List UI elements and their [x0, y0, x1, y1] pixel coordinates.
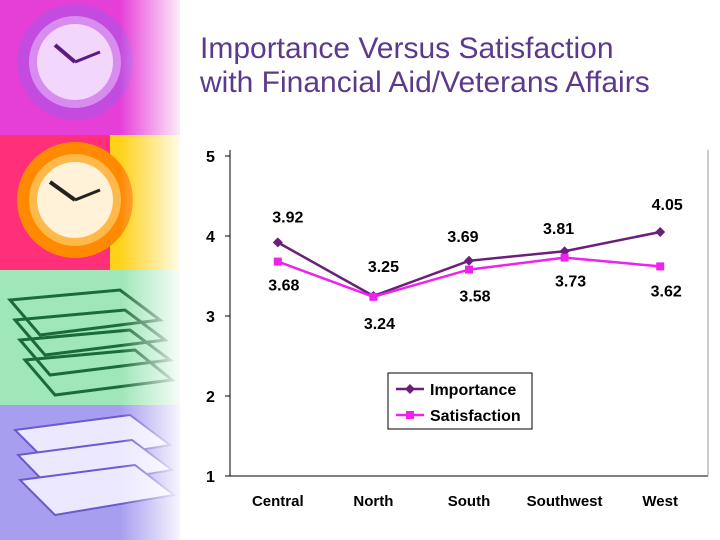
importance-point — [655, 227, 666, 237]
legend-marker-importance — [405, 384, 415, 394]
data-label: 3.58 — [459, 289, 490, 306]
satisfaction-point — [465, 265, 473, 274]
legend-label-importance: Importance — [430, 382, 516, 399]
title-line-2: with Financial Aid/Veterans Affairs — [200, 66, 650, 99]
satisfaction-point — [273, 257, 282, 266]
line-chart: 1 2 3 4 5 Central North South Southwest West 3.92 3… — [206, 149, 709, 510]
x-tick-label: South — [448, 493, 491, 510]
x-tick-label: Southwest — [527, 493, 603, 510]
data-label: 3.69 — [447, 229, 478, 246]
y-tick-label: 3 — [206, 309, 215, 326]
data-label: 3.81 — [543, 221, 574, 238]
data-label: 4.05 — [652, 197, 683, 214]
data-label: 3.62 — [651, 283, 682, 300]
y-tick-label: 2 — [206, 389, 215, 406]
x-tick-label: North — [353, 493, 393, 510]
y-tick-label: 4 — [206, 229, 215, 246]
satisfaction-point — [560, 253, 569, 262]
data-label: 3.68 — [268, 278, 299, 295]
legend-label-satisfaction: Satisfaction — [430, 408, 521, 425]
x-tick-label: Central — [252, 493, 304, 510]
importance-point — [464, 255, 474, 266]
satisfaction-point — [656, 262, 665, 271]
x-tick-label: West — [642, 493, 678, 510]
y-tick-label: 5 — [206, 149, 215, 166]
data-label: 3.24 — [364, 316, 395, 333]
y-tick-label: 1 — [206, 469, 215, 486]
data-label: 3.25 — [368, 259, 399, 276]
title-line-1: Importance Versus Satisfaction — [200, 32, 614, 65]
data-label: 3.73 — [555, 274, 586, 291]
page-title: Importance Versus Satisfaction with Fina… — [200, 32, 700, 100]
decorative-photo-strip — [0, 0, 180, 540]
satisfaction-point — [369, 292, 378, 301]
legend-marker-satisfaction — [406, 411, 414, 419]
legend-box — [387, 372, 533, 430]
data-label: 3.92 — [272, 209, 303, 226]
importance-point — [272, 237, 283, 248]
